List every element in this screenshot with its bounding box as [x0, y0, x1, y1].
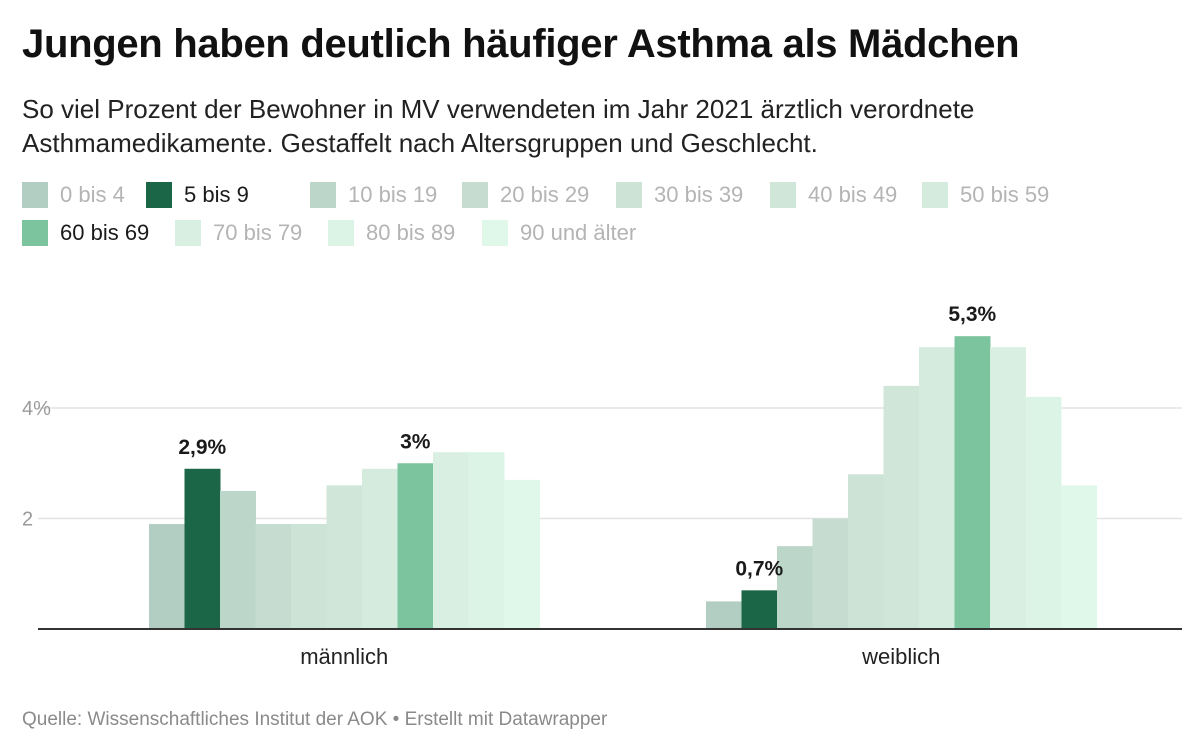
bar-weiblich-80-bis-89	[1025, 396, 1062, 629]
data-label: 5,3%	[948, 303, 996, 326]
legend-item-0-bis-4[interactable]: 0 bis 4	[22, 180, 125, 210]
data-label: 3%	[400, 430, 431, 453]
chart-title: Jungen haben deutlich häufiger Asthma al…	[22, 22, 1020, 66]
bar-männlich-80-bis-89	[468, 452, 505, 629]
legend-label: 30 bis 39	[654, 182, 744, 207]
legend-item-10-bis-19[interactable]: 10 bis 19	[310, 180, 437, 210]
legend-label: 40 bis 49	[808, 182, 898, 207]
bar-männlich-50-bis-59	[362, 468, 398, 629]
bar-weiblich-50-bis-59	[919, 347, 955, 629]
legend-item-90-und-älter[interactable]: 90 und älter	[482, 218, 636, 248]
legend-item-80-bis-89[interactable]: 80 bis 89	[328, 218, 455, 248]
bar-weiblich-20-bis-29	[812, 518, 849, 629]
bar-weiblich-0-bis-4	[706, 601, 742, 629]
legend-label: 80 bis 89	[366, 220, 456, 245]
chart-source: Quelle: Wissenschaftliches Institut der …	[22, 709, 608, 730]
y-tick-label: 2	[22, 509, 33, 531]
data-label: 2,9%	[178, 436, 226, 459]
chart-subtitle: So viel Prozent der Bewohner in MV verwe…	[22, 94, 975, 158]
legend-label: 90 und älter	[520, 220, 637, 245]
legend-item-40-bis-49[interactable]: 40 bis 49	[770, 180, 897, 210]
legend-item-30-bis-39[interactable]: 30 bis 39	[616, 180, 743, 210]
legend-item-20-bis-29[interactable]: 20 bis 29	[462, 180, 589, 210]
bar-männlich-60-bis-69	[397, 463, 434, 629]
legend-item-50-bis-59[interactable]: 50 bis 59	[922, 180, 1049, 210]
legend-swatch	[175, 220, 201, 246]
data-label: 0,7%	[735, 557, 783, 580]
legend-swatch	[462, 182, 488, 208]
legend-item-5-bis-9[interactable]: 5 bis 9	[146, 180, 249, 210]
y-tick-label: 4%	[22, 398, 51, 420]
bar-männlich-20-bis-29	[255, 524, 292, 629]
legend-label: 50 bis 59	[960, 182, 1050, 207]
legend-label: 60 bis 69	[60, 220, 150, 245]
legend-swatch	[22, 220, 48, 246]
bar-weiblich-10-bis-19	[777, 546, 813, 629]
bar-männlich-5-bis-9	[184, 468, 221, 629]
legend-label: 5 bis 9	[184, 182, 249, 207]
legend-item-60-bis-69[interactable]: 60 bis 69	[22, 218, 149, 248]
legend-swatch	[770, 182, 796, 208]
bar-weiblich-70-bis-79	[990, 347, 1026, 629]
legend-swatch	[922, 182, 948, 208]
bar-chart: 2 4% männlich weiblich 2,9% 3% 0,7% 5,3%	[22, 303, 1182, 669]
legend-swatch	[310, 182, 336, 208]
x-category-label: weiblich	[861, 644, 940, 669]
bar-männlich-0-bis-4	[149, 524, 185, 629]
legend-label: 10 bis 19	[348, 182, 438, 207]
bar-weiblich-5-bis-9	[741, 590, 778, 629]
legend-swatch	[482, 220, 508, 246]
legend-label: 0 bis 4	[60, 182, 125, 207]
bar-männlich-40-bis-49	[326, 485, 363, 629]
bar-männlich-30-bis-39	[291, 524, 327, 629]
legend-swatch	[616, 182, 642, 208]
bar-weiblich-40-bis-49	[883, 385, 920, 629]
legend-swatch	[328, 220, 354, 246]
bar-männlich-90-und-älter	[504, 479, 540, 629]
bar-männlich-10-bis-19	[220, 490, 256, 629]
legend-label: 20 bis 29	[500, 182, 590, 207]
bar-weiblich-90-und-älter	[1061, 485, 1097, 629]
bar-männlich-70-bis-79	[433, 452, 469, 629]
bar-weiblich-60-bis-69	[954, 336, 991, 629]
legend-item-70-bis-79[interactable]: 70 bis 79	[175, 218, 302, 248]
x-category-label: männlich	[300, 644, 388, 669]
legend-swatch	[22, 182, 48, 208]
bar-weiblich-30-bis-39	[848, 474, 884, 629]
legend-swatch	[146, 182, 172, 208]
legend-label: 70 bis 79	[213, 220, 303, 245]
